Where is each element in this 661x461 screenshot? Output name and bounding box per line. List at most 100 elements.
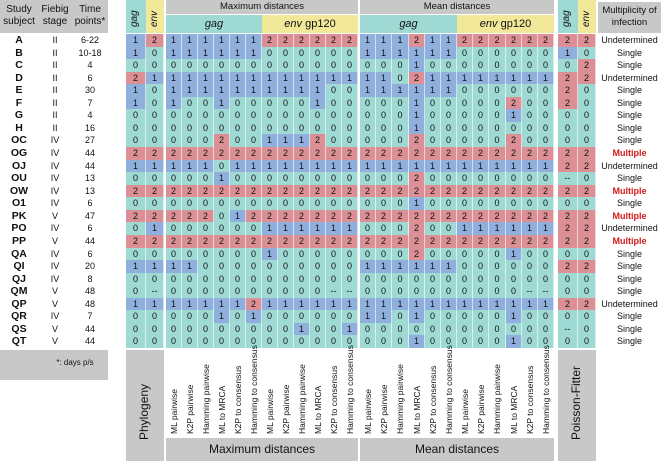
mean-distance-cell: 1	[360, 298, 376, 310]
mean-distance-cell: 2	[506, 185, 522, 197]
phylogeny-env-cell: 1	[146, 260, 164, 273]
mean-distance-cell: 0	[489, 260, 506, 273]
max-distance-cell: 0	[342, 109, 358, 122]
method-label: ML to MRCA	[412, 385, 422, 434]
mean-distances-footer: Mean distances	[360, 438, 554, 461]
mean-distance-cell: 0	[538, 310, 554, 323]
pf-env-cell: 2	[578, 72, 596, 84]
mean-distance-cell: 0	[376, 197, 392, 210]
max-distances-header: Maximum distances	[166, 0, 358, 14]
mean-distance-cell: 2	[522, 185, 538, 197]
mean-distance-cell: 2	[376, 235, 392, 248]
mean-distance-cell: 2	[360, 147, 376, 160]
time-points: 10-18	[78, 48, 102, 58]
mean-distance-cell: 0	[538, 134, 554, 147]
mean-distance-cell: 0	[376, 59, 392, 72]
max-distance-cell: 1	[278, 134, 294, 147]
mean-distances-header: Mean distances	[360, 0, 554, 14]
max-distance-cell: 1	[342, 222, 358, 235]
mean-distance-cell: 1	[409, 160, 425, 172]
mean-distance-cell: 0	[506, 172, 522, 185]
max-distance-cell: 1	[310, 97, 326, 109]
time-points: 8	[87, 274, 93, 284]
mean-distance-cell: 2	[489, 185, 506, 197]
mean-distance-cell: 2	[360, 210, 376, 222]
mean-distance-cell: 0	[489, 172, 506, 185]
mean-distance-cell: 0	[473, 134, 489, 147]
mean-distance-cell: 1	[409, 97, 425, 109]
max-distance-cell: 0	[246, 122, 262, 134]
max-distance-cell: 0	[278, 248, 294, 260]
pf-env-cell: 2	[578, 147, 596, 160]
max-distance-cell: 0	[262, 310, 278, 323]
max-distance-cell: 2	[182, 185, 198, 197]
max-distance-cell: 1	[230, 47, 246, 59]
mean-distance-cell: 0	[489, 273, 506, 285]
mean-distance-cell: 2	[522, 235, 538, 248]
mean-distance-cell: 0	[538, 172, 554, 185]
time-points: 44	[84, 161, 95, 171]
pf-gag-cell: 2	[558, 147, 578, 160]
mean-distance-cell: 1	[392, 47, 409, 59]
mean-distance-cell: 1	[360, 34, 376, 47]
multiplicity-value: Single	[616, 311, 643, 321]
pf-gag-cell: 0	[558, 109, 578, 122]
max-distance-cell: 0	[214, 260, 230, 273]
method-label: Hamming pairwise	[201, 364, 211, 434]
mean-distance-cell: 2	[457, 235, 473, 248]
max-distance-cell: 2	[262, 185, 278, 197]
max-distance-cell: 0	[326, 122, 342, 134]
max-distance-cell: 2	[294, 210, 310, 222]
mean-distance-cell: 0	[457, 285, 473, 298]
max-distance-cell: 0	[214, 273, 230, 285]
mean-distance-cell: 1	[522, 298, 538, 310]
mean-distance-cell: 1	[506, 222, 522, 235]
mean-distance-cell: 0	[538, 84, 554, 97]
max-distance-cell: 0	[182, 222, 198, 235]
max-distance-cell: 2	[326, 34, 342, 47]
mean-distance-cell: 0	[473, 172, 489, 185]
time-points: 44	[84, 324, 95, 334]
max-distance-cell: 0	[342, 47, 358, 59]
mean-distance-cell: 0	[473, 273, 489, 285]
mean-distance-cell: 2	[409, 72, 425, 84]
mean-distance-cell: 1	[409, 260, 425, 273]
study-subject: OU	[11, 172, 27, 184]
max-distance-cell: 0	[278, 59, 294, 72]
max-distance-cell: 1	[182, 260, 198, 273]
max-distance-cell: 1	[294, 222, 310, 235]
mean-distance-cell: 2	[457, 147, 473, 160]
mean-distance-cell: 0	[441, 134, 457, 147]
max-distance-cell: 0	[278, 335, 294, 348]
max-distance-cell: 0	[230, 59, 246, 72]
pf-env-cell: 2	[578, 185, 596, 197]
max-distance-cell: 0	[182, 197, 198, 210]
max-distance-cell: 0	[166, 222, 182, 235]
method-label: K2P pairwise	[476, 384, 486, 434]
phylogeny-env-cell: 0	[146, 335, 164, 348]
max-distance-cell: 2	[278, 34, 294, 47]
mean-distance-cell: 1	[457, 72, 473, 84]
max-distance-cell: 1	[246, 47, 262, 59]
mean-distance-cell: 0	[360, 285, 376, 298]
pf-gag-cell: --	[558, 172, 578, 185]
max-distance-cell: 1	[326, 222, 342, 235]
multiplicity-value: Undetermined	[601, 223, 658, 233]
mean-distance-cell: 1	[425, 34, 441, 47]
mean-distance-cell: 0	[441, 172, 457, 185]
mean-distance-cell: 2	[409, 147, 425, 160]
mean-distance-cell: 2	[522, 147, 538, 160]
max-distance-cell: 0	[230, 97, 246, 109]
time-points-header: Time points*	[74, 4, 106, 27]
mean-distance-cell: 0	[489, 84, 506, 97]
max-distance-cell: 0	[198, 109, 214, 122]
phylogeny-gag-cell: 0	[126, 134, 146, 147]
method-label: K2P to consensus	[233, 365, 243, 434]
mean-distance-cell: 1	[473, 160, 489, 172]
multiplicity-value: Undetermined	[601, 73, 658, 83]
max-distance-cell: 0	[230, 134, 246, 147]
phylogeny-gag-cell: 0	[126, 248, 146, 260]
mean-distance-cell: 0	[360, 323, 376, 335]
study-subject: QA	[11, 248, 27, 260]
max-distance-cell: 0	[342, 59, 358, 72]
